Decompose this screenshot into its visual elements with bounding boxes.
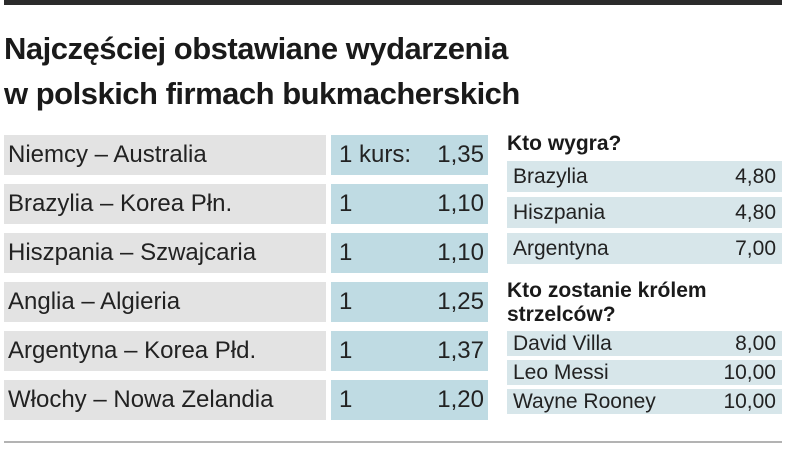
scorer-row: David Villa 8,00 [507,331,782,356]
team-name: Argentyna [513,237,609,260]
match-name: Anglia – Algieria [4,282,326,322]
match-row: Niemcy – Australia 1 kurs: 1,35 [4,135,488,175]
team-odds: 4,80 [735,165,776,188]
match-pick: 1 [339,386,353,413]
scorer-heading-line-1: Kto zostanie królem [507,279,707,302]
match-odds-value: 1,35 [437,141,484,168]
top-scorer-section: Kto zostanie królem strzelców? David Vil… [507,279,782,414]
match-odds-value: 1,37 [437,337,484,364]
top-rule [4,0,782,5]
match-odds-value: 1,25 [437,288,484,315]
winner-row: Argentyna 7,00 [507,233,782,264]
match-row: Argentyna – Korea Płd. 1 1,37 [4,331,488,371]
title-line-1: Najczęściej obstawiane wydarzenia [4,31,508,66]
match-pick: 1 [339,337,353,364]
scorer-row: Wayne Rooney 10,00 [507,389,782,414]
winner-heading: Kto wygra? [507,132,622,155]
player-odds: 8,00 [735,332,776,355]
match-name: Włochy – Nowa Zelandia [4,380,326,420]
winner-section: Kto wygra? Brazylia 4,80 Hiszpania 4,80 … [507,132,782,264]
player-odds: 10,00 [723,361,776,384]
match-odds-value: 1,20 [437,386,484,413]
match-pick: 1 [339,239,353,266]
match-name: Hiszpania – Szwajcaria [4,233,326,273]
player-name: Wayne Rooney [513,390,656,413]
winner-row: Hiszpania 4,80 [507,197,782,228]
match-odds-cell: 1 1,10 [331,184,488,224]
match-name: Brazylia – Korea Płn. [4,184,326,224]
match-row: Włochy – Nowa Zelandia 1 1,20 [4,380,488,420]
scorer-row: Leo Messi 10,00 [507,360,782,385]
player-name: Leo Messi [513,361,609,384]
title-line-2: w polskich firmach bukmacherskich [4,76,520,111]
match-pick: 1 [339,288,353,315]
team-name: Hiszpania [513,201,606,224]
match-odds-cell: 1 1,37 [331,331,488,371]
player-name: David Villa [513,332,612,355]
team-odds: 4,80 [735,201,776,224]
match-name: Argentyna – Korea Płd. [4,331,326,371]
match-odds-value: 1,10 [437,239,484,266]
match-name: Niemcy – Australia [4,135,326,175]
match-row: Anglia – Algieria 1 1,25 [4,282,488,322]
side-panel: Kto wygra? Brazylia 4,80 Hiszpania 4,80 … [507,128,782,414]
match-row: Hiszpania – Szwajcaria 1 1,10 [4,233,488,273]
winner-row: Brazylia 4,80 [507,161,782,192]
bottom-rule [4,441,782,443]
player-odds: 10,00 [723,390,776,413]
match-odds-cell: 1 1,10 [331,233,488,273]
match-odds-cell: 1 1,20 [331,380,488,420]
match-pick: 1 kurs: [339,141,412,168]
match-pick: 1 [339,190,353,217]
match-odds-value: 1,10 [437,190,484,217]
page-title: Najczęściej obstawiane wydarzenia w pols… [4,26,744,116]
scorer-heading-line-2: strzelców? [507,303,616,326]
match-row: Brazylia – Korea Płn. 1 1,10 [4,184,488,224]
match-odds-cell: 1 1,25 [331,282,488,322]
match-odds-cell: 1 kurs: 1,35 [331,135,488,175]
match-list: Niemcy – Australia 1 kurs: 1,35 Brazylia… [4,135,488,429]
team-name: Brazylia [513,165,588,188]
team-odds: 7,00 [735,237,776,260]
